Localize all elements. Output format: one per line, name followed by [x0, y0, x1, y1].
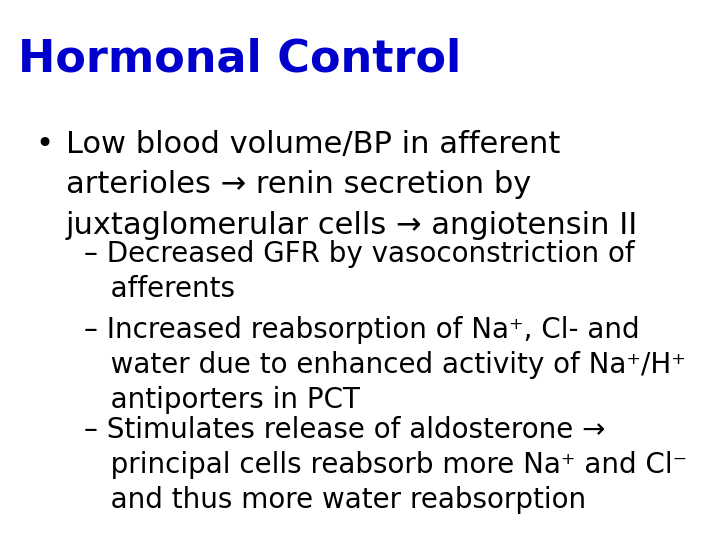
Text: principal cells reabsorb more Na⁺ and Cl⁻: principal cells reabsorb more Na⁺ and Cl… [84, 451, 687, 479]
Text: antiporters in PCT: antiporters in PCT [84, 386, 359, 414]
Text: •: • [36, 130, 54, 159]
Text: – Decreased GFR by vasoconstriction of: – Decreased GFR by vasoconstriction of [84, 240, 634, 268]
Text: water due to enhanced activity of Na⁺/H⁺: water due to enhanced activity of Na⁺/H⁺ [84, 351, 685, 379]
Text: arterioles → renin secretion by: arterioles → renin secretion by [66, 170, 531, 199]
Text: Hormonal Control: Hormonal Control [18, 38, 461, 81]
Text: Low blood volume/BP in afferent: Low blood volume/BP in afferent [66, 130, 560, 159]
Text: – Increased reabsorption of Na⁺, Cl- and: – Increased reabsorption of Na⁺, Cl- and [84, 316, 639, 344]
Text: afferents: afferents [84, 275, 235, 303]
Text: – Stimulates release of aldosterone →: – Stimulates release of aldosterone → [84, 416, 605, 444]
Text: juxtaglomerular cells → angiotensin II: juxtaglomerular cells → angiotensin II [66, 211, 638, 240]
Text: and thus more water reabsorption: and thus more water reabsorption [84, 486, 585, 514]
